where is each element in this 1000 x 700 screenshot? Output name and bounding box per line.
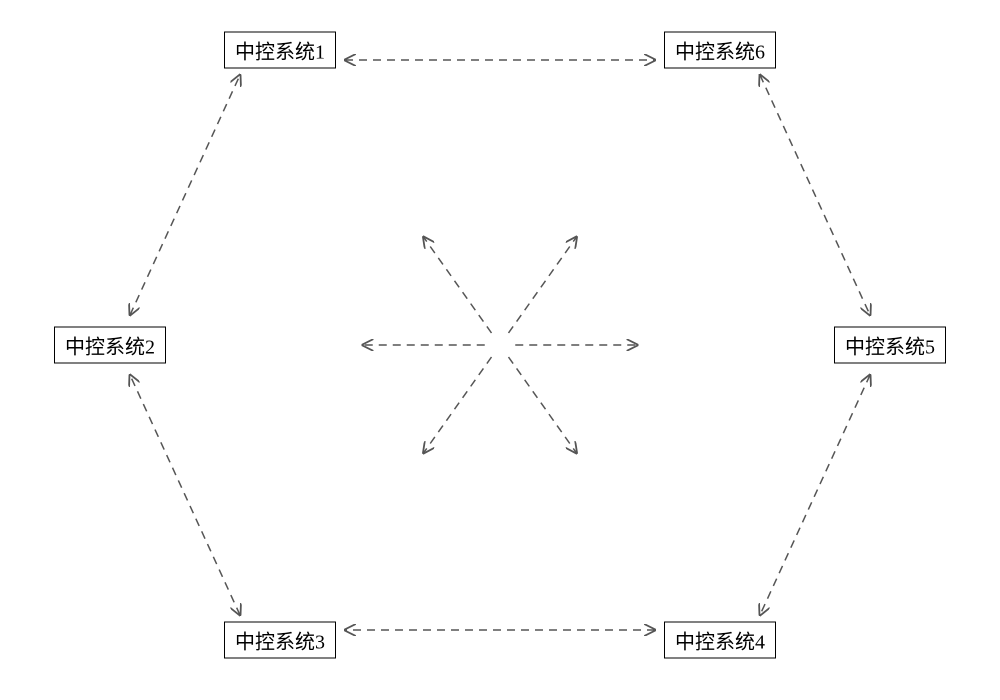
node-n3: 中控系统3 (224, 622, 336, 659)
edge (760, 75, 870, 315)
edge (424, 357, 492, 453)
node-n2: 中控系统2 (54, 327, 166, 364)
edge (509, 237, 577, 333)
node-n5: 中控系统5 (834, 327, 946, 364)
edge (130, 75, 240, 315)
node-n4: 中控系统4 (664, 622, 776, 659)
edge (424, 237, 492, 333)
node-n6: 中控系统6 (664, 32, 776, 69)
edge (760, 375, 870, 615)
edge (509, 357, 577, 453)
node-n1: 中控系统1 (224, 32, 336, 69)
edge (130, 375, 240, 615)
